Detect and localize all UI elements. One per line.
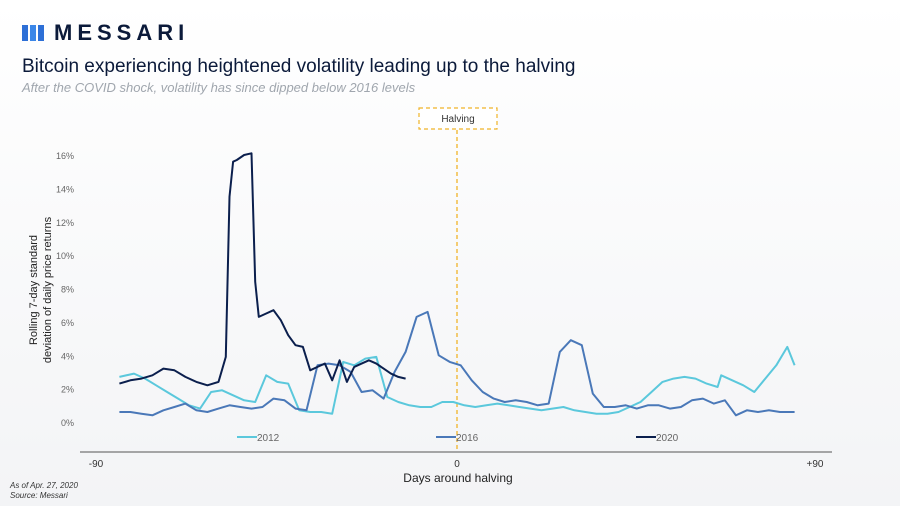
brand-logo: MESSARI — [22, 20, 189, 46]
x-tick-label: 0 — [454, 459, 460, 470]
page-title: Bitcoin experiencing heightened volatili… — [22, 56, 576, 77]
page-subtitle: After the COVID shock, volatility has si… — [22, 80, 416, 95]
y-axis-label: Rolling 7-day standard deviation of daily… — [28, 216, 54, 363]
footnote-as-of: As of Apr. 27, 2020 — [10, 481, 78, 490]
x-tick-label: -90 — [89, 459, 104, 470]
y-tick-label: 0% — [61, 418, 74, 428]
x-tick-label: +90 — [807, 459, 824, 470]
halving-label-box — [418, 107, 498, 130]
footnote-source: Source: Messari — [10, 491, 68, 500]
legend-label-2016: 2016 — [456, 433, 479, 444]
messari-logo-icon — [22, 25, 44, 41]
y-tick-label: 4% — [61, 351, 74, 361]
y-tick-label: 8% — [61, 285, 74, 295]
series-line-2020 — [119, 152, 406, 387]
y-tick-label: 16% — [56, 151, 74, 161]
x-axis-label: Days around halving — [403, 471, 512, 485]
y-tick-label: 2% — [61, 385, 74, 395]
legend-label-2020: 2020 — [656, 433, 679, 444]
halving-label: Halving — [441, 114, 474, 125]
y-tick-label: 6% — [61, 318, 74, 328]
series-line-2016 — [119, 310, 795, 417]
brand-name: MESSARI — [54, 20, 190, 45]
legend-label-2012: 2012 — [257, 433, 280, 444]
y-tick-label: 12% — [56, 218, 74, 228]
series-line-2012 — [119, 345, 796, 415]
y-tick-label: 10% — [56, 251, 74, 261]
y-tick-label: 14% — [56, 184, 74, 194]
